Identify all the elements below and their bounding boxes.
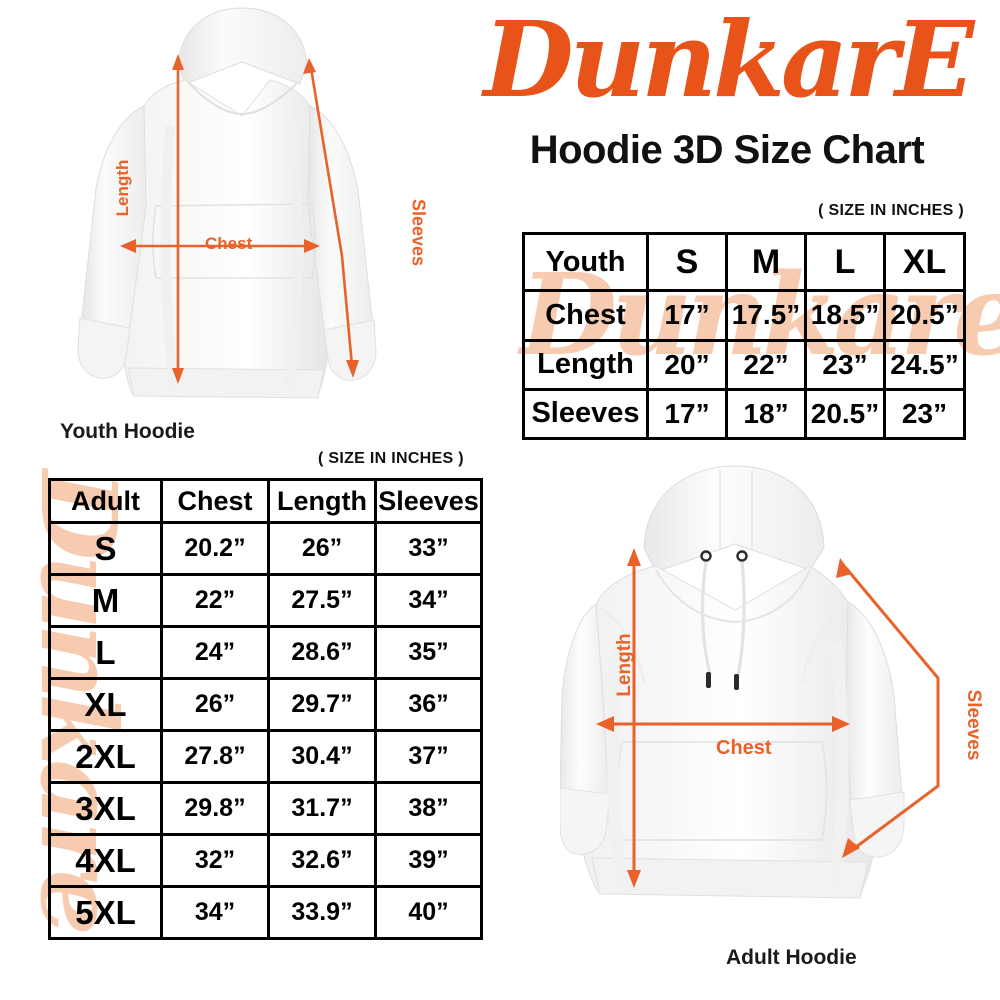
table-row: 2XL 27.8” 30.4” 37”: [48, 729, 483, 785]
adult-size-3xl: 3XL: [48, 781, 163, 837]
youth-sleeves-s: 17”: [646, 387, 728, 441]
adult-size-xl: XL: [48, 677, 163, 733]
youth-length-l: 23”: [804, 338, 886, 391]
adult-m-length: 27.5”: [267, 573, 377, 629]
youth-chest-label: Chest: [205, 234, 253, 253]
adult-size-m: M: [48, 573, 163, 629]
youth-sleeves-m: 18”: [725, 387, 807, 441]
adult-5xl-chest: 34”: [160, 885, 270, 940]
adult-size-s: S: [48, 521, 163, 577]
youth-col-xl: XL: [883, 231, 966, 293]
adult-inches-note: ( SIZE IN INCHES ): [318, 450, 464, 467]
adult-s-length: 26”: [267, 521, 377, 577]
adult-corner-label: Adult: [48, 477, 163, 525]
table-row-header: Adult Chest Length Sleeves: [48, 477, 483, 525]
youth-col-l: L: [804, 231, 886, 293]
table-row: M 22” 27.5” 34”: [48, 573, 483, 629]
youth-inches-note: ( SIZE IN INCHES ): [818, 202, 964, 219]
adult-s-chest: 20.2”: [160, 521, 270, 577]
youth-row-label-chest: Chest: [522, 289, 649, 342]
table-row: L 24” 28.6” 35”: [48, 625, 483, 681]
youth-row-label-length: Length: [522, 338, 649, 391]
table-row: S 20.2” 26” 33”: [48, 521, 483, 577]
adult-length-label: Length: [614, 633, 635, 697]
table-row-header: Youth S M L XL: [522, 231, 966, 293]
adult-s-sleeves: 33”: [374, 521, 483, 577]
youth-sleeves-label: Sleeves: [408, 198, 429, 267]
youth-length-m: 22”: [725, 338, 807, 391]
adult-col-chest: Chest: [160, 477, 270, 525]
youth-length-s: 20”: [646, 338, 728, 391]
youth-length-xl: 24.5”: [883, 338, 966, 391]
adult-size-2xl: 2XL: [48, 729, 163, 785]
adult-4xl-length: 32.6”: [267, 833, 377, 888]
table-row: Length 20” 22” 23” 24.5”: [522, 338, 966, 391]
table-row: 4XL 32” 32.6” 39”: [48, 833, 483, 888]
youth-row-label-sleeves: Sleeves: [522, 387, 649, 441]
table-row: Sleeves 17” 18” 20.5” 23”: [522, 387, 966, 441]
adult-xl-chest: 26”: [160, 677, 270, 733]
youth-col-m: M: [725, 231, 807, 293]
youth-chest-l: 18.5”: [804, 289, 886, 342]
adult-l-length: 28.6”: [267, 625, 377, 681]
youth-sleeves-xl: 23”: [883, 387, 966, 441]
adult-2xl-sleeves: 37”: [374, 729, 483, 785]
youth-col-s: S: [646, 231, 728, 293]
adult-xl-length: 29.7”: [267, 677, 377, 733]
table-row: 3XL 29.8” 31.7” 38”: [48, 781, 483, 837]
adult-sleeves-label: Sleeves: [963, 689, 984, 761]
adult-col-length: Length: [267, 477, 377, 525]
adult-2xl-chest: 27.8”: [160, 729, 270, 785]
adult-2xl-length: 30.4”: [267, 729, 377, 785]
brand-logo: DunkarE: [462, 8, 992, 128]
adult-hoodie-caption: Adult Hoodie: [726, 946, 857, 969]
adult-4xl-chest: 32”: [160, 833, 270, 888]
adult-hoodie-illustration: [560, 452, 990, 932]
youth-chest-s: 17”: [646, 289, 728, 342]
brand-logo-text: DunkarE: [481, 8, 977, 121]
adult-col-sleeves: Sleeves: [374, 477, 483, 525]
youth-length-label: Length: [113, 159, 132, 217]
youth-chest-m: 17.5”: [725, 289, 807, 342]
adult-4xl-sleeves: 39”: [374, 833, 483, 888]
adult-m-sleeves: 34”: [374, 573, 483, 629]
adult-m-chest: 22”: [160, 573, 270, 629]
youth-size-table: Youth S M L XL Chest 17” 17.5” 18.5” 20.…: [522, 231, 966, 441]
youth-sleeves-l: 20.5”: [804, 387, 886, 441]
adult-size-table: Adult Chest Length Sleeves S 20.2” 26” 3…: [48, 477, 483, 940]
table-row: 5XL 34” 33.9” 40”: [48, 885, 483, 940]
adult-l-chest: 24”: [160, 625, 270, 681]
table-row: Chest 17” 17.5” 18.5” 20.5”: [522, 289, 966, 342]
adult-3xl-length: 31.7”: [267, 781, 377, 837]
adult-size-5xl: 5XL: [48, 885, 163, 940]
youth-hoodie-illustration: [60, 6, 420, 406]
adult-3xl-sleeves: 38”: [374, 781, 483, 837]
adult-size-4xl: 4XL: [48, 833, 163, 888]
youth-hoodie-caption: Youth Hoodie: [60, 420, 195, 443]
adult-l-sleeves: 35”: [374, 625, 483, 681]
adult-size-l: L: [48, 625, 163, 681]
table-row: XL 26” 29.7” 36”: [48, 677, 483, 733]
adult-3xl-chest: 29.8”: [160, 781, 270, 837]
youth-chest-xl: 20.5”: [883, 289, 966, 342]
adult-5xl-sleeves: 40”: [374, 885, 483, 940]
page-title: Hoodie 3D Size Chart: [529, 128, 925, 172]
adult-xl-sleeves: 36”: [374, 677, 483, 733]
adult-5xl-length: 33.9”: [267, 885, 377, 940]
adult-chest-label: Chest: [716, 737, 772, 759]
youth-corner-label: Youth: [522, 231, 649, 293]
